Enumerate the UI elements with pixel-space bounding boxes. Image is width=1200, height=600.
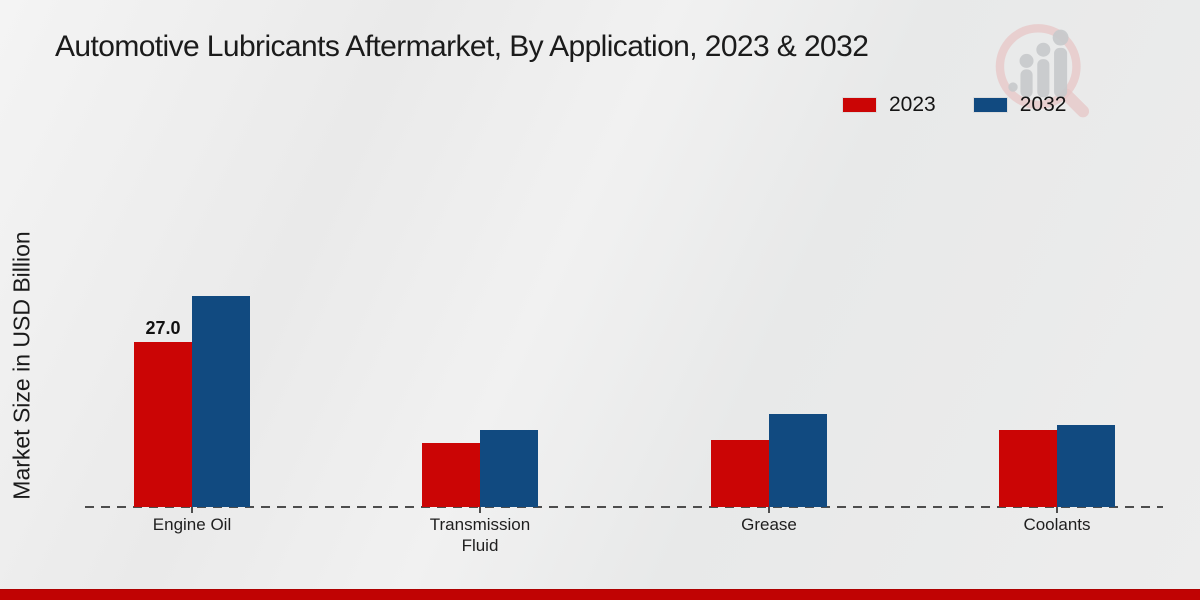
legend-item-2023[interactable]: 2023 [843, 93, 936, 117]
category-label-transmission-fluid: Transmission Fluid [429, 515, 531, 556]
x-axis-baseline [85, 506, 1163, 508]
category-label-grease: Grease [741, 515, 797, 534]
x-axis-tick [479, 507, 481, 513]
legend-item-2032[interactable]: 2032 [973, 93, 1067, 117]
bar-2032-grease[interactable] [769, 414, 827, 507]
bar-group-transmission-fluid [422, 430, 538, 507]
bar-group-grease [711, 414, 827, 507]
plot-area: 27.0 Engine Oil Transmission Fluid Grease Co… [85, 0, 1163, 555]
bar-2023-grease[interactable] [711, 440, 769, 507]
bar-2032-coolants[interactable] [1057, 425, 1115, 507]
bar-2023-engine-oil[interactable]: 27.0 [134, 318, 192, 507]
chart-title: Automotive Lubricants Aftermarket, By Ap… [55, 30, 869, 63]
bar-2032-engine-oil[interactable] [192, 296, 250, 507]
footer-accent-bar [0, 589, 1200, 600]
legend: 2023 2032 [843, 93, 1066, 117]
category-label-engine-oil: Engine Oil [152, 515, 232, 534]
bar-group-engine-oil: 27.0 [134, 296, 250, 507]
bar-2023-coolants[interactable] [999, 430, 1057, 507]
magnifier-bar-chart-logo-icon [995, 24, 1090, 118]
bar-2032-transmission-fluid[interactable] [480, 430, 538, 507]
category-label-coolants: Coolants [1023, 515, 1091, 534]
bar-group-coolants [999, 425, 1115, 507]
y-axis-label: Market Size in USD Billion [8, 231, 35, 500]
x-axis-tick [1056, 507, 1058, 513]
x-axis-tick [768, 507, 770, 513]
legend-label-2032: 2032 [1019, 93, 1067, 116]
bar-value-label: 27.0 [145, 318, 181, 338]
bar-2023-transmission-fluid[interactable] [422, 443, 480, 507]
legend-swatch-2032 [973, 98, 1007, 112]
legend-label-2023: 2023 [889, 93, 936, 116]
x-axis-tick [191, 507, 193, 513]
legend-swatch-2023 [843, 98, 876, 112]
